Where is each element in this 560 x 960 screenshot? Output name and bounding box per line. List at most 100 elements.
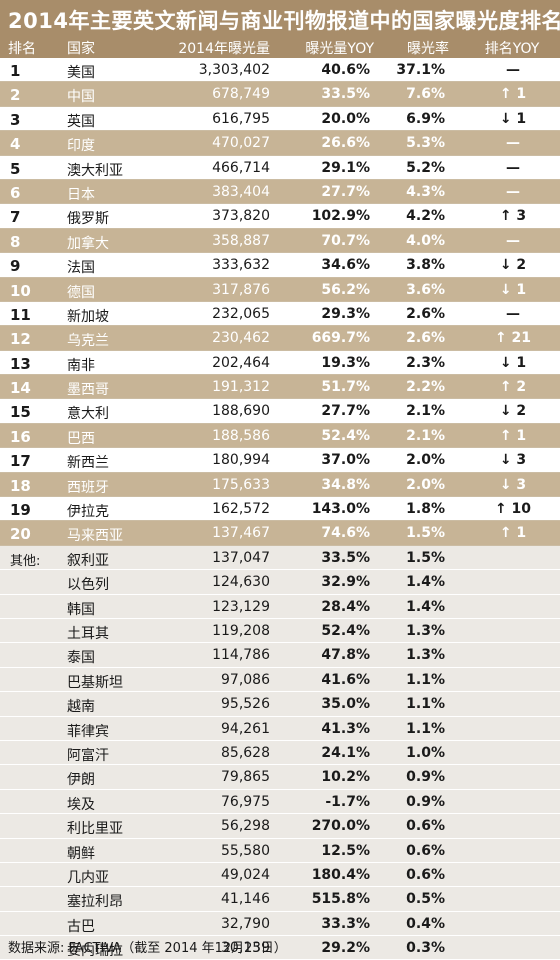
exposure-cell: 191,312 [212,379,270,396]
country-cell: 越南 [67,699,95,716]
others-row: 阿富汗 85,628 24.1% 1.0% [0,740,560,766]
rank-yoy-cell: ↑ 2 [499,379,527,396]
yoy-cell: 28.4% [321,598,370,615]
country-cell: 古巴 [67,918,95,935]
table-row: 7 俄罗斯 373,820 102.9% 4.2% ↑ 3 [0,204,560,229]
yoy-cell: 33.5% [321,549,370,566]
rate-cell: 0.6% [406,866,445,883]
yoy-cell: 41.3% [321,720,370,737]
rank-yoy-cell: ↓ 1 [499,110,527,127]
exposure-cell: 137,047 [212,549,270,566]
yoy-cell: 24.1% [321,744,370,761]
others-row: 以色列 124,630 32.9% 1.4% [0,570,560,595]
exposure-cell: 32,790 [221,915,270,932]
others-row: 越南 95,526 35.0% 1.1% [0,692,560,717]
rate-cell: 6.9% [406,110,445,127]
rank-cell: 13 [10,354,31,373]
others-row: 土耳其 119,208 52.4% 1.3% [0,618,560,644]
yoy-cell: 180.4% [311,866,370,883]
rank-yoy-cell: — [506,232,520,249]
rank-yoy-cell: ↓ 2 [499,257,527,274]
rank-cell: 8 [10,232,21,251]
country-cell: 阿富汗 [67,747,109,764]
yoy-cell: 102.9% [311,208,370,225]
country-cell: 日本 [67,186,95,203]
table-row: 11 新加坡 232,065 29.3% 2.6% — [0,302,560,327]
rate-cell: 0.9% [406,793,445,810]
others-row: 巴基斯坦 97,086 41.6% 1.1% [0,667,560,693]
rank-yoy-cell: — [506,62,520,78]
country-cell: 新加坡 [67,308,109,325]
rate-cell: 0.4% [406,915,445,932]
country-cell: 印度 [67,138,95,155]
country-cell: 中国 [67,89,95,106]
table-row: 6 日本 383,404 27.7% 4.3% — [0,179,560,205]
header-country: 国家 [67,41,95,57]
exposure-cell: 202,464 [212,354,270,371]
rank-yoy-cell: ↓ 1 [499,354,527,371]
exposure-cell: 114,786 [212,647,270,664]
rate-cell: 4.2% [406,208,445,225]
exposure-cell: 119,208 [212,622,270,639]
rank-yoy-cell: — [506,135,520,152]
yoy-cell: 37.0% [321,452,370,469]
table-row: 5 澳大利亚 466,714 29.1% 5.2% — [0,156,560,180]
exposure-cell: 317,876 [212,281,270,298]
exposure-cell: 95,526 [221,696,270,713]
rate-cell: 1.1% [406,671,445,688]
rate-cell: 1.4% [406,598,445,615]
country-cell: 菲律宾 [67,723,109,740]
rank-yoy-cell: ↑ 3 [499,208,527,225]
rank-cell: 18 [10,476,31,495]
exposure-cell: 76,975 [221,793,270,810]
others-row: 伊朗 79,865 10.2% 0.9% [0,765,560,790]
yoy-cell: 19.3% [321,354,370,371]
rank-cell: 19 [10,501,31,520]
table-row: 15 意大利 188,690 27.7% 2.1% ↓ 2 [0,399,560,424]
yoy-cell: 74.6% [321,525,370,542]
table-row: 8 加拿大 358,887 70.7% 4.0% — [0,228,560,254]
exposure-cell: 470,027 [212,135,270,152]
yoy-cell: 70.7% [321,232,370,249]
rate-cell: 2.6% [406,305,445,322]
yoy-cell: 47.8% [321,647,370,664]
rank-cell: 3 [10,110,21,129]
rate-cell: 1.5% [406,525,445,542]
country-cell: 南非 [67,357,95,374]
exposure-cell: 85,628 [221,744,270,761]
country-cell: 美国 [67,65,95,81]
rank-yoy-cell: ↑ 1 [499,427,527,444]
exposure-cell: 383,404 [212,183,270,200]
exposure-cell: 124,630 [212,574,270,591]
table-row: 17 新西兰 180,994 37.0% 2.0% ↓ 3 [0,448,560,473]
yoy-cell: 29.1% [321,159,370,176]
rank-cell: 14 [10,379,31,398]
rank-cell: 10 [10,281,31,300]
others-row: 菲律宾 94,261 41.3% 1.1% [0,716,560,741]
rate-cell: 1.1% [406,696,445,713]
rank-cell: 16 [10,427,31,446]
rate-cell: 0.6% [406,818,445,835]
rate-cell: 1.3% [406,622,445,639]
others-row: 古巴 32,790 33.3% 0.4% [0,911,560,937]
rank-cell: 6 [10,183,21,202]
country-cell: 叙利亚 [67,552,109,569]
title-bar: 2014年主要英文新闻与商业刊物报道中的国家曝光度排名 [0,0,560,34]
exposure-cell: 94,261 [221,720,270,737]
rank-yoy-cell: ↑ 1 [499,86,527,103]
header-rank-yoy: 排名YOY [484,41,540,57]
others-label: 其他: [10,553,41,569]
exposure-cell: 30,139 [221,940,270,957]
rate-cell: 2.0% [406,452,445,469]
rate-cell: 1.5% [406,549,445,566]
country-cell: 巴基斯坦 [67,674,123,691]
exposure-cell: 175,633 [212,476,270,493]
yoy-cell: 10.2% [321,769,370,786]
yoy-cell: 51.7% [321,379,370,396]
exposure-cell: 678,749 [212,86,270,103]
others-row: 韩国 123,129 28.4% 1.4% [0,594,560,619]
yoy-cell: 27.7% [321,403,370,420]
rank-cell: 9 [10,257,21,276]
rate-cell: 1.0% [406,744,445,761]
others-row: 泰国 114,786 47.8% 1.3% [0,643,560,668]
